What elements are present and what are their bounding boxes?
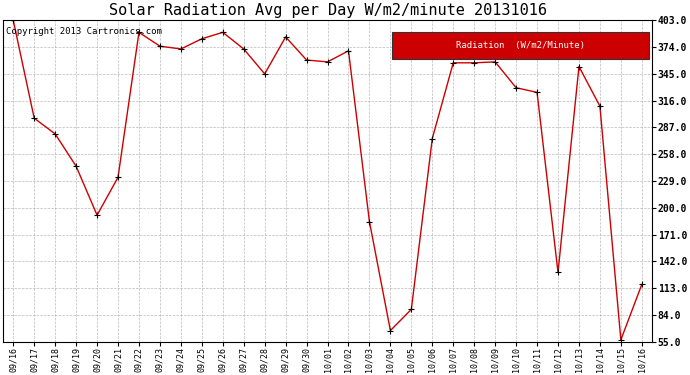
Text: Radiation  (W/m2/Minute): Radiation (W/m2/Minute) bbox=[456, 41, 585, 50]
FancyBboxPatch shape bbox=[393, 32, 649, 59]
Title: Solar Radiation Avg per Day W/m2/minute 20131016: Solar Radiation Avg per Day W/m2/minute … bbox=[108, 3, 546, 18]
Text: Copyright 2013 Cartronics.com: Copyright 2013 Cartronics.com bbox=[6, 27, 162, 36]
